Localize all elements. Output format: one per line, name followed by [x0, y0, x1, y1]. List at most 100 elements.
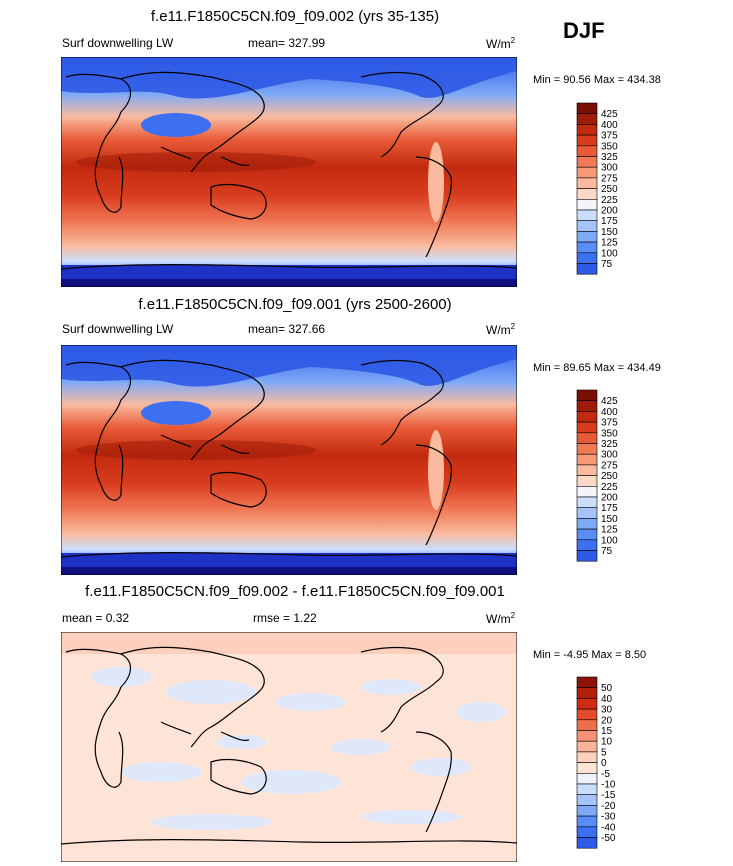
colorbar-box [576, 687, 598, 699]
colorbar-box [576, 241, 598, 254]
panel-2-mean-label: mean= 327.66 [248, 322, 326, 336]
panel-1-mean-label: mean= 327.99 [248, 36, 326, 50]
map-panel-2 [61, 345, 517, 575]
colorbar-tick-label: 125 [601, 525, 618, 536]
colorbar-tick-label: 30 [601, 705, 613, 716]
colorbar-tick-label: 400 [601, 407, 618, 418]
colorbar-box [576, 400, 598, 412]
colorbar-tick-label: -20 [601, 801, 616, 812]
colorbar-box [576, 411, 598, 423]
colorbar-tick-label: 250 [601, 184, 618, 195]
colorbar-tick-label: 175 [601, 503, 618, 514]
colorbar-box [576, 518, 598, 530]
colorbar-box [576, 199, 598, 211]
colorbar-box [576, 156, 598, 168]
colorbar-box [576, 453, 598, 466]
panel-1-variable-label: Surf downwelling LW [62, 36, 174, 50]
colorbar-box [576, 389, 598, 401]
colorbar-box [576, 134, 598, 147]
colorbar-box [576, 708, 598, 721]
map-2-coastlines [61, 359, 517, 558]
map-2-andes [428, 430, 444, 510]
colorbar-panel-2: 4254003753503253002752502252001751501251… [576, 389, 618, 562]
map-1-warm-pool [76, 152, 316, 172]
colorbar-tick-label: 225 [601, 195, 618, 206]
colorbar-tick-label: 200 [601, 493, 618, 504]
colorbar-box [576, 740, 598, 753]
colorbar-tick-label: 50 [601, 683, 613, 694]
colorbar-tick-label: 175 [601, 216, 618, 227]
colorbar-box [576, 475, 598, 487]
colorbar-tick-label: 425 [601, 109, 618, 120]
colorbar-box [576, 815, 598, 828]
colorbar-tick-label: 15 [601, 726, 613, 737]
colorbar-box [576, 773, 598, 785]
colorbar-tick-label: -5 [601, 769, 610, 780]
season-label: DJF [563, 18, 605, 43]
colorbar-tick-label: 325 [601, 152, 618, 163]
panel-1-units: W/m2 [486, 36, 516, 51]
colorbar-box [576, 124, 598, 136]
map-panel-3 [61, 632, 517, 862]
colorbar-box [576, 783, 598, 795]
colorbar-tick-label: 425 [601, 396, 618, 407]
colorbar-box [576, 719, 598, 731]
colorbar-tick-label: -50 [601, 833, 616, 844]
map-1-tibet-cold [141, 113, 211, 137]
colorbar-tick-label: 0 [601, 758, 607, 769]
colorbar-box [576, 698, 598, 710]
colorbar-tick-label: 75 [601, 546, 613, 557]
panel-3-title: f.e11.F1850C5CN.f09_f09.002 - f.e11.F185… [85, 583, 505, 600]
map-1-andes [428, 142, 444, 222]
colorbar-tick-label: 100 [601, 248, 618, 259]
colorbar-tick-label: 275 [601, 173, 618, 184]
panel-1-minmax: Min = 90.56 Max = 434.38 [533, 74, 661, 86]
colorbar-box [576, 550, 598, 562]
colorbar-box [576, 464, 598, 476]
map-panel-1 [61, 57, 517, 287]
colorbar-tick-label: 5 [601, 747, 607, 758]
colorbar-tick-label: 10 [601, 737, 613, 748]
colorbar-box [576, 220, 598, 232]
panel-2-title: f.e11.F1850C5CN.f09_f09.001 (yrs 2500-26… [138, 296, 452, 313]
colorbar-box [576, 528, 598, 541]
colorbar-box [576, 826, 598, 838]
colorbar-box [576, 676, 598, 688]
colorbar-tick-label: 40 [601, 694, 613, 705]
map-1-arctic-cold [61, 57, 517, 99]
panel-3-minmax: Min = -4.95 Max = 8.50 [533, 649, 647, 661]
colorbar-box [576, 486, 598, 498]
panel-3-mean-label: mean = 0.32 [62, 611, 130, 625]
map-3-coastlines [61, 646, 517, 845]
colorbar-box [576, 805, 598, 817]
map-1-coastlines [61, 71, 517, 270]
colorbar-tick-label: -15 [601, 790, 616, 801]
colorbar-tick-label: 150 [601, 514, 618, 525]
colorbar-tick-label: 300 [601, 450, 618, 461]
colorbar-box [576, 231, 598, 243]
colorbar-tick-label: -30 [601, 812, 616, 823]
colorbar-tick-label: 300 [601, 163, 618, 174]
colorbar-tick-label: 350 [601, 141, 618, 152]
colorbar-box [576, 432, 598, 444]
colorbar-box [576, 443, 598, 455]
colorbar-tick-label: 325 [601, 439, 618, 450]
colorbar-box [576, 751, 598, 763]
colorbar-box [576, 762, 598, 774]
map-2-arctic-cold [61, 345, 517, 387]
colorbar-tick-label: 20 [601, 715, 613, 726]
panel-3-rmse-label: rmse = 1.22 [253, 611, 317, 625]
colorbar-panel-1: 4254003753503253002752502252001751501251… [576, 102, 618, 275]
map-2-warm-pool [76, 440, 316, 460]
colorbar-tick-label: -40 [601, 822, 616, 833]
colorbar-box [576, 252, 598, 264]
colorbar-tick-label: 75 [601, 259, 613, 270]
colorbar-tick-label: 250 [601, 471, 618, 482]
colorbar-box [576, 507, 598, 519]
colorbar-box [576, 145, 598, 157]
colorbar-tick-label: -10 [601, 780, 616, 791]
map-3-arctic-warm [61, 632, 517, 654]
colorbar-box [576, 102, 598, 114]
colorbar-tick-label: 225 [601, 482, 618, 493]
